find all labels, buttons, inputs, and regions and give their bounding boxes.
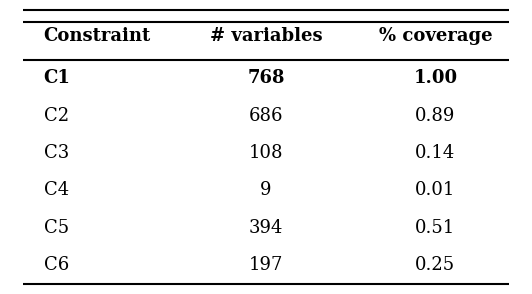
Text: % coverage: % coverage: [379, 27, 492, 45]
Text: # variables: # variables: [210, 27, 322, 45]
Text: C1: C1: [44, 69, 71, 87]
Text: 197: 197: [249, 256, 283, 274]
Text: Constraint: Constraint: [44, 27, 151, 45]
Text: 394: 394: [249, 219, 283, 237]
Text: 1.00: 1.00: [413, 69, 458, 87]
Text: 768: 768: [247, 69, 285, 87]
Text: 0.01: 0.01: [415, 181, 455, 199]
Text: C3: C3: [44, 144, 69, 162]
Text: C2: C2: [44, 107, 69, 125]
Text: 686: 686: [249, 107, 283, 125]
Text: C6: C6: [44, 256, 69, 274]
Text: 108: 108: [249, 144, 283, 162]
Text: C5: C5: [44, 219, 69, 237]
Text: C4: C4: [44, 181, 69, 199]
Text: 0.51: 0.51: [415, 219, 455, 237]
Text: 0.25: 0.25: [415, 256, 455, 274]
Text: 9: 9: [260, 181, 272, 199]
Text: 0.14: 0.14: [415, 144, 455, 162]
Text: 0.89: 0.89: [415, 107, 455, 125]
